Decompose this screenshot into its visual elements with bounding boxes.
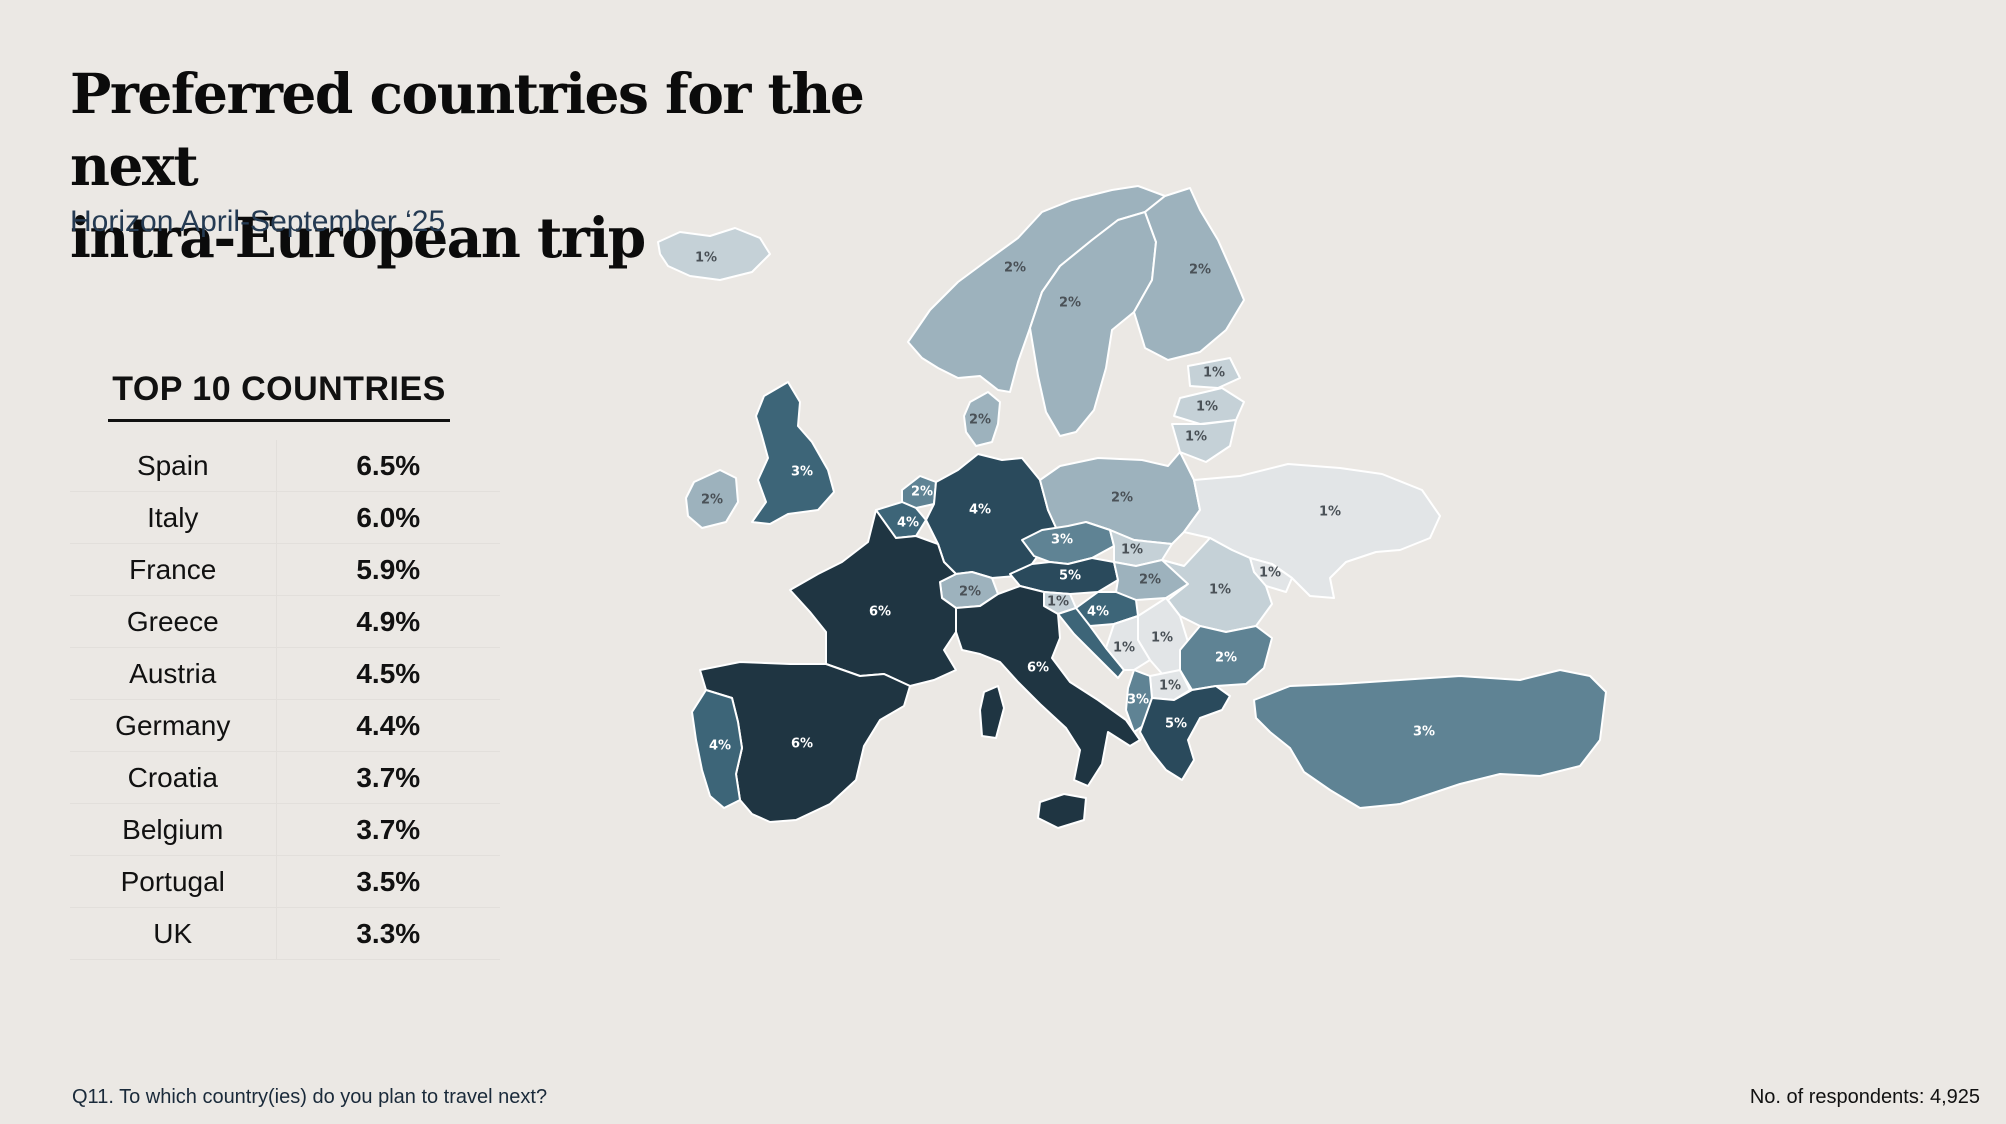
country-greece — [1139, 685, 1231, 781]
country-label-ireland: 2% — [701, 493, 723, 508]
country-label-austria: 5% — [1059, 569, 1081, 584]
country-label-serbia: 1% — [1151, 631, 1173, 646]
country-labels: 1% 2% 2% 2% 1% 1% 1% 2% 2% 3% 2% 4% 4% 2% 3% 1% 5% 2% 2% 1%… — [695, 251, 1435, 754]
country-label-spain: 6% — [791, 737, 813, 752]
country-label-netherlands: 2% — [911, 485, 933, 500]
country-value: 4.5% — [356, 657, 421, 689]
country-iceland — [657, 227, 771, 281]
country-france — [789, 509, 957, 687]
country-label-italy: 6% — [1027, 661, 1049, 676]
country-label-poland: 2% — [1111, 491, 1133, 506]
page-title: Preferred countries for the next intra-E… — [70, 58, 970, 274]
country-name: UK — [70, 908, 277, 959]
country-name: Greece — [70, 596, 277, 647]
top10-heading: TOP 10 COUNTRIES — [108, 370, 450, 422]
country-label-croatia: 4% — [1087, 605, 1109, 620]
country-label-bulgaria: 2% — [1215, 651, 1237, 666]
country-label-switzerland: 2% — [959, 585, 981, 600]
country-name: Italy — [70, 492, 277, 543]
country-label-romania: 1% — [1209, 583, 1231, 598]
country-uk — [751, 381, 835, 525]
table-row: Italy 6.0% — [70, 492, 500, 544]
footnote: Q11. To which country(ies) do you plan t… — [72, 1086, 548, 1108]
country-label-lithuania: 1% — [1185, 430, 1207, 445]
table-row: Germany 4.4% — [70, 700, 500, 752]
title-line-2: intra-European trip — [70, 205, 646, 270]
country-label-uk: 3% — [791, 465, 813, 480]
country-label-albania: 3% — [1127, 693, 1149, 708]
country-value: 3.3% — [356, 917, 421, 949]
europe-map: 1% 2% 2% 2% 1% 1% 1% 2% 2% 3% 2% 4% 4% 2% 3% 1% 5% 2% 2% 1%… — [657, 185, 1607, 829]
country-value: 5.9% — [356, 553, 421, 585]
country-label-greece: 5% — [1165, 717, 1187, 732]
table-row: Croatia 3.7% — [70, 752, 500, 804]
respondents-count: No. of respondents: 4,925 — [1749, 1086, 1980, 1108]
country-name: France — [70, 544, 277, 595]
country-estonia — [1187, 357, 1241, 389]
top10-table: Spain 6.5% Italy 6.0% France 5.9% Greece… — [70, 440, 500, 960]
country-name: Spain — [70, 440, 277, 491]
country-label-denmark: 2% — [969, 413, 991, 428]
country-value: 3.7% — [356, 761, 421, 793]
country-label-germany: 4% — [969, 503, 991, 518]
country-label-norway: 2% — [1004, 261, 1026, 276]
country-value: 3.5% — [356, 865, 421, 897]
country-label-belgium: 4% — [897, 516, 919, 531]
country-label-finland: 2% — [1189, 263, 1211, 278]
table-row: Greece 4.9% — [70, 596, 500, 648]
country-shapes — [657, 185, 1607, 829]
country-label-bosnia: 1% — [1113, 641, 1135, 656]
country-finland — [1133, 187, 1245, 361]
country-label-estonia: 1% — [1203, 366, 1225, 381]
table-row: France 5.9% — [70, 544, 500, 596]
country-value: 6.5% — [356, 449, 421, 481]
country-italy — [955, 585, 1141, 829]
country-name: Austria — [70, 648, 277, 699]
table-row: Austria 4.5% — [70, 648, 500, 700]
country-name: Portugal — [70, 856, 277, 907]
country-label-czechia: 3% — [1051, 533, 1073, 548]
subtitle: Horizon April-September ‘25 — [70, 205, 446, 238]
country-germany — [925, 453, 1059, 579]
country-label-north-macedonia: 1% — [1159, 679, 1181, 694]
table-row: UK 3.3% — [70, 908, 500, 960]
table-row: Spain 6.5% — [70, 440, 500, 492]
country-value: 4.4% — [356, 709, 421, 741]
country-value: 3.7% — [356, 813, 421, 845]
country-value: 4.9% — [356, 605, 421, 637]
country-label-slovenia: 1% — [1047, 595, 1069, 610]
country-hungary — [1113, 559, 1189, 601]
country-label-iceland: 1% — [695, 251, 717, 266]
table-row: Belgium 3.7% — [70, 804, 500, 856]
country-value: 6.0% — [356, 501, 421, 533]
country-label-ukraine: 1% — [1319, 505, 1341, 520]
country-label-turkey: 3% — [1413, 725, 1435, 740]
country-label-sweden: 2% — [1059, 296, 1081, 311]
country-turkey — [1253, 669, 1607, 809]
country-portugal — [691, 689, 743, 809]
title-line-1: Preferred countries for the next — [70, 61, 865, 198]
country-ireland — [685, 469, 739, 529]
country-name: Germany — [70, 700, 277, 751]
country-bosnia — [1105, 615, 1151, 671]
country-bulgaria — [1179, 625, 1273, 691]
country-name: Croatia — [70, 752, 277, 803]
country-label-portugal: 4% — [709, 739, 731, 754]
country-label-slovakia: 1% — [1121, 543, 1143, 558]
country-label-latvia: 1% — [1196, 400, 1218, 415]
country-denmark — [963, 391, 1001, 447]
country-label-hungary: 2% — [1139, 573, 1161, 588]
country-label-moldova: 1% — [1259, 566, 1281, 581]
country-label-france: 6% — [869, 605, 891, 620]
table-row: Portugal 3.5% — [70, 856, 500, 908]
country-name: Belgium — [70, 804, 277, 855]
